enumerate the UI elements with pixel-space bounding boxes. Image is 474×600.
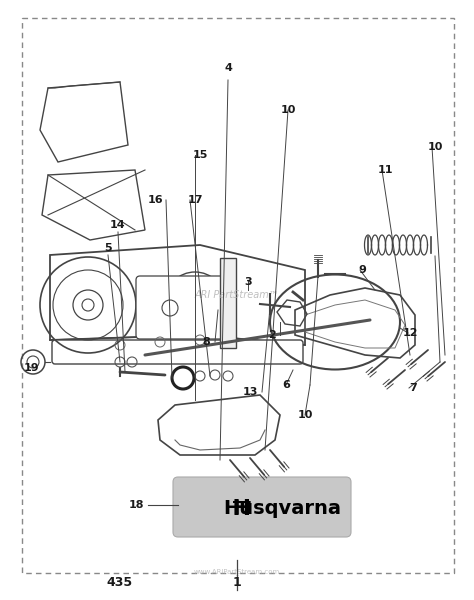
Bar xyxy=(220,258,236,348)
Text: 18: 18 xyxy=(128,500,144,510)
Text: 15: 15 xyxy=(193,150,209,160)
Text: Husqvarna: Husqvarna xyxy=(223,499,341,518)
Text: 10: 10 xyxy=(428,142,443,152)
Text: 10: 10 xyxy=(280,105,296,115)
Text: 435: 435 xyxy=(107,577,133,589)
Text: 8: 8 xyxy=(202,337,210,347)
Text: 3: 3 xyxy=(244,277,252,287)
Text: 13: 13 xyxy=(243,387,258,397)
Text: ARI PartStream™: ARI PartStream™ xyxy=(195,290,279,300)
FancyBboxPatch shape xyxy=(136,276,224,339)
Text: 17: 17 xyxy=(188,195,203,205)
Text: Ħ: Ħ xyxy=(231,499,253,519)
Text: 2: 2 xyxy=(268,330,276,340)
Text: 5: 5 xyxy=(104,243,112,253)
Text: 12: 12 xyxy=(403,328,419,338)
Text: 11: 11 xyxy=(378,165,393,175)
FancyBboxPatch shape xyxy=(52,340,303,364)
Text: 10: 10 xyxy=(297,410,313,420)
FancyBboxPatch shape xyxy=(173,477,351,537)
Text: 6: 6 xyxy=(282,380,290,390)
Text: 1: 1 xyxy=(233,577,241,589)
Text: 4: 4 xyxy=(224,63,232,73)
Text: 16: 16 xyxy=(147,195,163,205)
Text: 9: 9 xyxy=(358,265,366,275)
Text: 7: 7 xyxy=(409,383,417,393)
Text: 19: 19 xyxy=(24,363,40,373)
Text: 14: 14 xyxy=(110,220,126,230)
Text: www.ARIPartStream.com: www.ARIPartStream.com xyxy=(194,569,280,575)
